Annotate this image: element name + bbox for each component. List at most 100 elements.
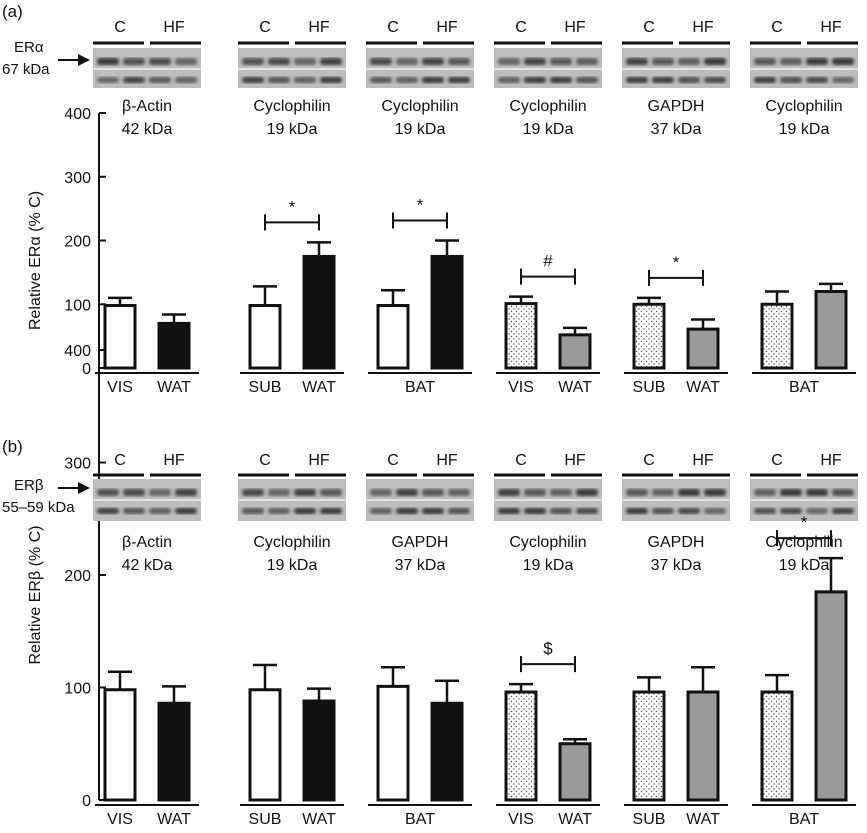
loading-control-label: Cyclophilin	[253, 534, 330, 551]
blot-band	[754, 77, 776, 83]
blot-band	[268, 77, 290, 83]
blot-band	[149, 58, 171, 65]
blot-band	[704, 77, 726, 83]
blot-band	[652, 489, 674, 496]
blot-band	[175, 58, 197, 65]
bar-sub	[632, 302, 666, 370]
group-label: BAT	[789, 811, 819, 828]
category-label: WAT	[157, 379, 191, 396]
lane-label-hf: HF	[436, 452, 458, 469]
blot-band	[242, 58, 264, 65]
group-3: C HF Cyclophilin 19 kDa BAT *	[366, 19, 474, 396]
y-tick-label: 100	[64, 681, 91, 698]
bar-vis	[504, 690, 538, 802]
bar-wat	[558, 742, 592, 802]
blot-band	[652, 508, 674, 514]
blot-band	[294, 489, 316, 496]
blot-band	[422, 77, 444, 83]
blot-band	[175, 77, 197, 83]
loading-size-label: 19 kDa	[523, 557, 574, 574]
blot-band	[422, 489, 444, 496]
bar-c	[376, 684, 410, 802]
blot-band	[242, 77, 264, 83]
blot-band	[626, 489, 648, 496]
bar-wat	[302, 254, 336, 370]
blot-band	[320, 77, 342, 83]
bar-c	[760, 302, 794, 370]
blot-band	[498, 77, 520, 83]
bar-sub	[632, 690, 666, 802]
significance-marker: $	[543, 639, 553, 658]
group-6: C HF Cyclophilin 19 kDa BAT	[750, 19, 858, 396]
arrow-head-icon	[78, 54, 90, 66]
loading-size-label: 19 kDa	[779, 557, 830, 574]
y-tick-label: 300	[64, 456, 91, 473]
blot-band	[396, 77, 418, 83]
blot-band	[396, 489, 418, 496]
blot-band	[149, 77, 171, 83]
group-3: C HF GAPDH 37 kDa BAT	[366, 452, 474, 828]
loading-size-label: 42 kDa	[122, 557, 173, 574]
lane-label-hf: HF	[436, 19, 458, 36]
blot-band	[524, 58, 546, 65]
blot-band	[448, 58, 470, 65]
loading-size-label: 19 kDa	[523, 121, 574, 138]
lane-label-hf: HF	[820, 19, 842, 36]
blot-band	[704, 58, 726, 65]
lane-label-hf: HF	[564, 19, 586, 36]
y-tick-label: 300	[64, 170, 91, 187]
lane-label-hf: HF	[692, 19, 714, 36]
blot-band	[149, 508, 171, 514]
blot-band	[448, 489, 470, 496]
lane-label-c: C	[259, 452, 271, 469]
blot-band	[550, 508, 572, 514]
lane-label-c: C	[387, 452, 399, 469]
category-label: WAT	[302, 811, 336, 828]
blot-band	[320, 489, 342, 496]
loading-control-label: GAPDH	[648, 534, 705, 551]
blot-band	[806, 77, 828, 83]
lane-label-hf: HF	[564, 452, 586, 469]
category-label: SUB	[249, 811, 282, 828]
loading-size-label: 37 kDa	[651, 557, 702, 574]
loading-control-label: Cyclophilin	[509, 98, 586, 115]
y-tick-label: 0	[82, 361, 91, 378]
blot-band	[320, 58, 342, 65]
blot-band	[175, 489, 197, 496]
bar-vis	[103, 304, 137, 370]
y-tick-label: 200	[64, 568, 91, 585]
category-label: SUB	[633, 379, 666, 396]
blot-band	[123, 508, 145, 514]
bar-wat	[157, 701, 191, 802]
blot-band	[832, 58, 854, 65]
significance-marker: *	[673, 253, 680, 272]
category-label: WAT	[558, 379, 592, 396]
blot-band	[576, 489, 598, 496]
blot-band	[754, 508, 776, 514]
blot-band	[832, 508, 854, 514]
loading-size-label: 19 kDa	[779, 121, 830, 138]
bar-wat	[686, 327, 720, 370]
group-2: C HF Cyclophilin 19 kDa SUB WAT *	[238, 19, 346, 396]
category-label: WAT	[157, 811, 191, 828]
category-label: VIS	[508, 379, 534, 396]
blot-band	[754, 58, 776, 65]
loading-control-label: Cyclophilin	[381, 98, 458, 115]
arrow-head-icon	[78, 482, 90, 494]
blot-band	[806, 58, 828, 65]
lane-label-hf: HF	[308, 19, 330, 36]
blot-band	[550, 77, 572, 83]
y-tick-label: 400	[64, 106, 91, 123]
blot-band	[175, 508, 197, 514]
y-axis-label: Relative ERβ (% C)	[27, 525, 44, 664]
bar-wat	[302, 699, 336, 802]
lane-label-c: C	[515, 452, 527, 469]
lane-label-hf: HF	[308, 452, 330, 469]
lane-label-c: C	[643, 19, 655, 36]
loading-control-label: β-Actin	[122, 534, 172, 551]
blot-band	[524, 77, 546, 83]
group-2: C HF Cyclophilin 19 kDa SUB WAT	[238, 452, 346, 828]
group-label: BAT	[405, 379, 435, 396]
